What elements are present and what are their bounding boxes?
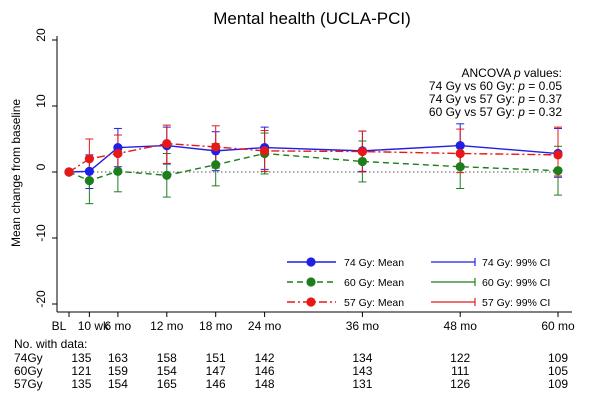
table-cell: 126 xyxy=(450,377,470,391)
table-cell: 111 xyxy=(451,364,470,378)
table-cell: 109 xyxy=(548,377,568,391)
data-point xyxy=(64,167,74,177)
data-point xyxy=(455,141,465,151)
x-tick-label: 10 wk xyxy=(78,319,110,333)
table-cell: 135 xyxy=(71,351,91,365)
annotation-title: ANCOVA p values: xyxy=(461,66,562,80)
y-tick-label: 20 xyxy=(34,28,48,42)
patients-table: No. with data:74Gy 135 163 158 151 142 134 122 1… xyxy=(14,337,568,391)
data-point xyxy=(84,175,94,186)
data-point xyxy=(211,160,221,170)
table-cell: 105 xyxy=(548,364,568,378)
legend-label-ci: 60 Gy: 99% CI xyxy=(482,277,550,289)
y-axis-label: Mean change from baseline xyxy=(9,99,23,247)
x-tick-label: BL xyxy=(52,319,67,333)
table-cell: 146 xyxy=(206,377,226,391)
table-row-label: 57Gy xyxy=(14,377,43,391)
table-cell: 134 xyxy=(352,351,372,365)
data-point xyxy=(260,146,270,156)
data-point xyxy=(455,148,465,159)
table-cell: 165 xyxy=(157,377,177,391)
legend-label-ci: 74 Gy: 99% CI xyxy=(482,257,550,269)
x-tick-label: 6 mo xyxy=(105,319,132,333)
x-tick-label: 12 mo xyxy=(150,319,184,333)
annotation-line: 60 Gy vs 57 Gy: p = 0.32 xyxy=(429,105,562,119)
table-cell: 143 xyxy=(352,364,372,378)
x-tick-label: 36 mo xyxy=(346,319,380,333)
table-row-label: 60Gy xyxy=(14,364,43,378)
table-cell: 122 xyxy=(450,351,470,365)
legend-label-ci: 57 Gy: 99% CI xyxy=(482,297,550,309)
table-cell: 163 xyxy=(108,351,128,365)
legend-marker-mean xyxy=(306,257,316,267)
x-tick-label: 48 mo xyxy=(444,319,478,333)
data-point xyxy=(84,154,94,164)
table-cell: 154 xyxy=(157,364,177,378)
y-tick-label: 0 xyxy=(34,163,48,170)
legend-label-mean: 60 Gy: Mean xyxy=(344,277,404,289)
data-point xyxy=(553,150,563,160)
series-line xyxy=(68,142,559,173)
y-tick-label: -20 xyxy=(34,290,48,308)
data-point xyxy=(553,166,563,176)
y-tick-label: 10 xyxy=(34,94,48,108)
x-tick-label: 60 mo xyxy=(541,319,575,333)
data-point xyxy=(113,148,123,159)
y-tick-label: -10 xyxy=(34,224,48,242)
data-point xyxy=(455,162,465,172)
table-cell: 147 xyxy=(206,364,226,378)
table-cell: 121 xyxy=(71,364,91,378)
plot-area: -20 -10 0 10 20 BL 10 wk6 mo 12 mo 18 mo 24 mo 36 … xyxy=(34,28,575,333)
table-cell: 148 xyxy=(255,377,275,391)
table-cell: 142 xyxy=(255,351,275,365)
x-tick-label: 24 mo xyxy=(248,319,282,333)
table-cell: 131 xyxy=(352,377,372,391)
table-cell: 159 xyxy=(108,364,128,378)
data-point xyxy=(357,146,367,157)
data-point xyxy=(162,139,172,149)
data-point xyxy=(357,156,367,167)
table-cell: 109 xyxy=(548,351,568,365)
legend-marker-mean xyxy=(306,277,316,287)
series-line xyxy=(68,152,559,182)
table-cell: 146 xyxy=(255,364,275,378)
data-point xyxy=(84,166,94,176)
table-row-label: 74Gy xyxy=(14,351,43,365)
legend-label-mean: 57 Gy: Mean xyxy=(344,297,404,309)
table-cell: 154 xyxy=(108,377,128,391)
table-title: No. with data: xyxy=(14,337,87,351)
annotation-line: 74 Gy vs 60 Gy: p = 0.05 xyxy=(429,79,562,93)
legend-marker-mean xyxy=(306,297,316,307)
data-point xyxy=(162,170,172,180)
legend: 74 Gy: Mean 74 Gy: 99% CI 60 Gy: Mean 60 Gy… xyxy=(287,257,550,309)
table-cell: 135 xyxy=(71,377,91,391)
chart-title: Mental health (UCLA-PCI) xyxy=(213,9,410,28)
data-point xyxy=(211,142,221,152)
table-cell: 151 xyxy=(206,351,226,365)
table-cell: 158 xyxy=(157,351,177,365)
legend-label-mean: 74 Gy: Mean xyxy=(344,257,404,269)
annotation-line: 74 Gy vs 57 Gy: p = 0.37 xyxy=(429,92,562,106)
data-point xyxy=(113,166,123,176)
x-tick-label: 18 mo xyxy=(199,319,233,333)
